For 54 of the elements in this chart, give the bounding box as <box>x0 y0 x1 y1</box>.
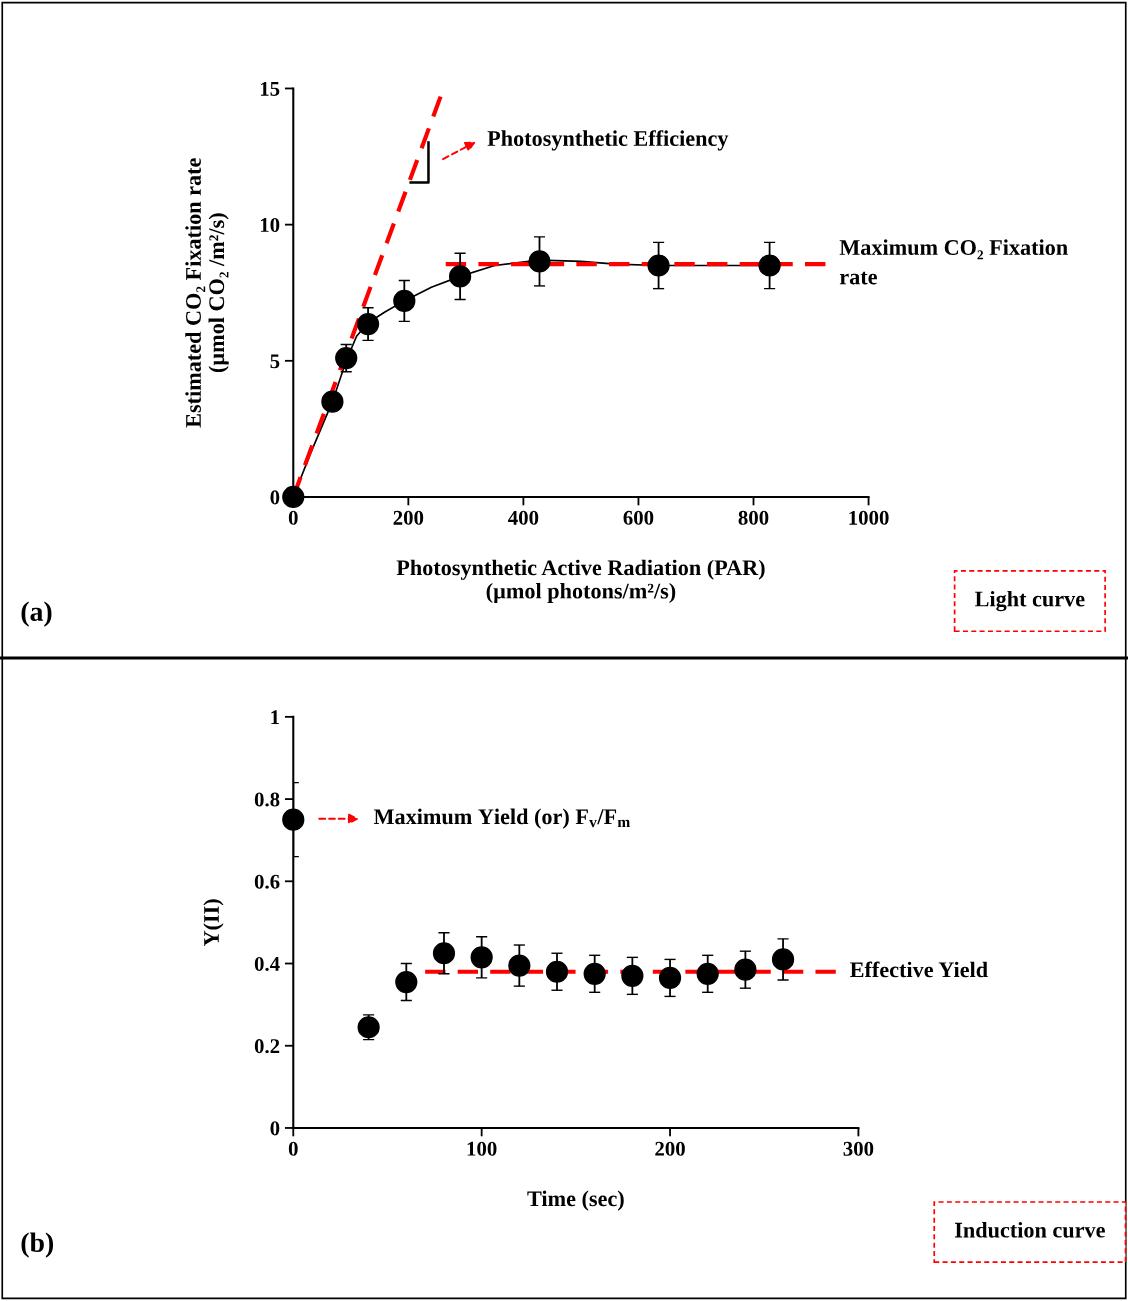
point <box>321 390 344 413</box>
point <box>470 946 493 969</box>
y-tick-label: 5 <box>270 354 280 369</box>
x-tick-label: 100 <box>467 1141 497 1156</box>
text: (a) <box>21 601 52 627</box>
point <box>508 954 531 977</box>
x-tick-label: 1000 <box>849 510 889 525</box>
x-tick-label: 800 <box>738 510 769 525</box>
point <box>758 254 781 277</box>
x-tick-label: 600 <box>623 510 654 525</box>
y-tick-label: 0 <box>270 490 280 505</box>
x-tick-label: 400 <box>508 510 539 525</box>
point <box>356 312 380 336</box>
point <box>621 964 644 987</box>
x-tick-label: 0 <box>288 510 298 525</box>
point <box>282 485 305 509</box>
y-axis-title: Y(II) <box>203 899 224 947</box>
text: Light curve <box>975 590 1085 612</box>
point <box>393 289 416 313</box>
y-tick-label: 0.6 <box>254 874 280 889</box>
point <box>583 962 606 985</box>
point <box>335 346 358 370</box>
y-tick-label: 0.2 <box>254 1039 280 1054</box>
y-tick-label: 15 <box>260 81 280 96</box>
point <box>448 265 472 288</box>
annotation: Maximum Yield (or) F$_{v}$/F$_{m}$ <box>373 808 630 829</box>
x-axis-title: Time (sec) <box>527 1190 624 1211</box>
annotation: Maximum CO₂ Fixation rate <box>839 239 1068 285</box>
point <box>432 942 456 965</box>
x-tick-label: 300 <box>843 1141 874 1156</box>
y-tick-label: 0 <box>270 1121 280 1136</box>
x-axis-title: Photosynthetic Active Radiation (PAR) (µmol photons/m²/s) <box>396 559 765 604</box>
text: Induction curve <box>954 1221 1105 1238</box>
point <box>528 250 551 273</box>
point <box>734 958 757 981</box>
point <box>357 1016 380 1039</box>
y-tick-label: 1 <box>271 710 280 725</box>
x-tick-label: 200 <box>393 510 424 525</box>
annotation: Photosynthetic Efficiency <box>487 130 729 151</box>
x-tick-label: 200 <box>655 1141 685 1156</box>
point <box>545 960 569 983</box>
y-tick-label: 0.8 <box>254 792 280 807</box>
point <box>771 948 795 971</box>
point <box>282 808 305 831</box>
point <box>658 966 682 990</box>
y-tick-label: 10 <box>260 218 280 233</box>
point <box>647 254 670 277</box>
text: (b) <box>21 1232 54 1258</box>
y-tick-label: 0.4 <box>254 956 280 972</box>
point <box>395 970 418 994</box>
x-tick-label: 0 <box>288 1141 298 1156</box>
y-axis-title: Estimated CO₂ Fixation rate (µmol CO₂ /m²/s) <box>185 158 229 428</box>
annotation: Effective Yield <box>850 961 988 978</box>
point <box>696 962 719 985</box>
